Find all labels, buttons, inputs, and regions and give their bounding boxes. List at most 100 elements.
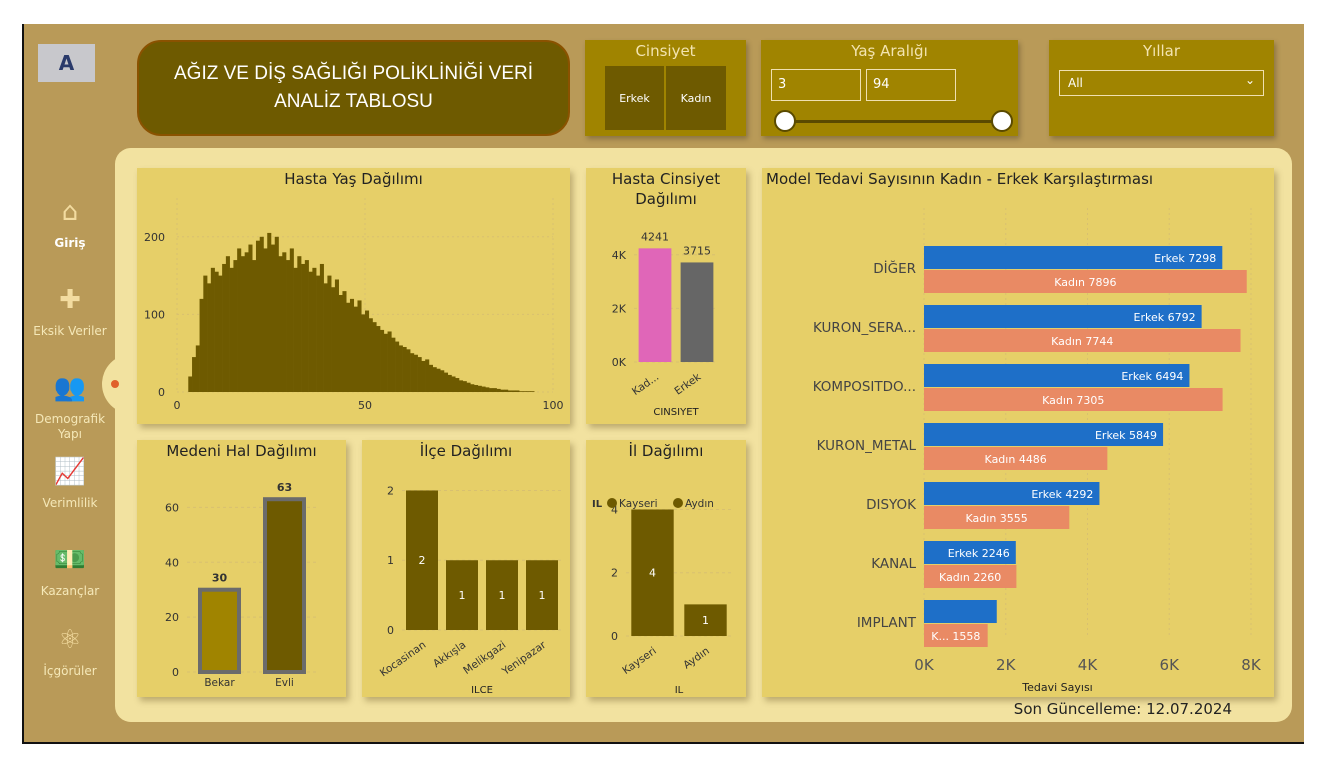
bar [406,490,438,630]
bar-erkek [924,600,997,623]
histogram-bar [485,387,490,392]
histogram-bar [218,275,223,392]
histogram-bar [402,346,407,392]
gender-kadin-button[interactable]: Kadın [666,66,726,130]
x-axis-label: Tedavi Sayısı [1021,681,1092,694]
home-icon: ⌂ [61,197,79,227]
histogram-bar [331,287,336,392]
histogram-bar [195,345,200,392]
x-tick-label: 2K [996,656,1017,674]
x-tick-label: 6K [1160,656,1181,674]
sidebar-item-3[interactable]: 📈 Verimlilik [24,456,116,511]
histogram-bar [413,354,418,392]
data-label: 63 [277,481,292,494]
y-tick-label: 60 [165,501,179,514]
histogram-bar [263,248,268,392]
logo-mark: A [58,51,75,75]
age-slider-min-handle[interactable] [774,110,796,132]
histogram-bar [353,306,358,392]
age-max-input[interactable]: 94 [866,69,956,101]
gender-slicer-title: Cinsiyet [635,42,696,60]
y-tick-label: 0 [172,666,179,679]
histogram-bar [391,337,396,392]
bar-erkek [924,541,1016,564]
histogram-bar [225,256,230,392]
y-tick-label: 40 [165,556,179,569]
gender-slicer: Cinsiyet Erkek Kadın [585,40,746,136]
dashboard: A AĞIZ VE DİŞ SAĞLIĞI POLİKLİNİĞİ VERİ A… [22,24,1304,744]
histogram-bar [233,260,238,392]
money-icon: 💵 [53,545,87,575]
histogram-bar [319,263,324,392]
bar-kadın [924,447,1108,470]
years-slicer: Yıllar All ⌄ [1049,40,1274,136]
histogram-bar [252,260,257,392]
histogram-bar [447,374,452,392]
histogram-bar [398,345,403,392]
histogram-bar [466,382,471,392]
histogram-bar [278,256,283,392]
histogram-bar [255,240,261,392]
bar [684,604,727,636]
sidebar-item-label: Eksik Veriler [33,323,107,338]
histogram-bar [451,376,456,392]
sidebar-item-5[interactable]: ⚛ İçgörüler [24,624,116,679]
histogram-bar [312,267,317,392]
histogram-bar [240,256,245,392]
histogram-bar [293,267,298,392]
x-axis-label: ILCE [471,685,493,696]
legend-marker [673,498,683,508]
bar-erkek [924,246,1223,269]
legend-item: Aydın [685,498,714,510]
sidebar-item-1[interactable]: ✚ Eksik Veriler [24,284,116,339]
histogram-bar [304,260,309,392]
histogram-bar [338,295,343,392]
y-tick-label: 4K [612,249,627,262]
bar [486,560,518,630]
histogram-bar [526,391,531,392]
bar [638,248,672,362]
x-tick-label: Erkek [672,370,704,397]
sidebar-item-label: Verimlilik [42,495,98,510]
chart-title: İlçe Dağılımı [419,442,513,460]
gender-erkek-button[interactable]: Erkek [605,66,665,130]
chart-title: Medeni Hal Dağılımı [166,442,317,460]
age-slider-max-handle[interactable] [991,110,1013,132]
marital-status-card: Medeni Hal Dağılımı 0 20 40 60 30 Bekar 63 Evli [137,440,346,697]
data-label: Erkek 4292 [1031,488,1093,501]
age-min-input[interactable]: 3 [771,69,861,101]
category-label: IMPLANT [857,615,917,631]
y-tick-label: 2K [612,302,627,315]
histogram-bar [387,331,392,392]
data-label: Kadın 4486 [985,453,1047,466]
y-tick-label: 4 [611,503,618,516]
years-dropdown[interactable]: All ⌄ [1059,70,1264,96]
sidebar-item-4[interactable]: 💵 Kazançlar [24,544,116,599]
histogram-bar [342,291,347,392]
data-label: K... 1558 [931,630,980,643]
last-update-text: Son Güncelleme: 12.07.2024 [1013,700,1232,718]
histogram-bar [357,300,362,392]
x-tick-label: Bekar [204,677,235,689]
province-card: İl Dağılımı 0 2 4 4 Kayseri 1 Aydın IL IL Kayseri A… [586,440,746,697]
histogram-bar [440,370,445,392]
histogram-bar [421,360,426,392]
x-tick-label: 50 [358,399,372,412]
histogram-bar [492,388,497,392]
bar-erkek [924,482,1100,505]
sidebar-item-2[interactable]: 👥 Demografik Yapı [24,372,116,443]
histogram-bar [361,314,366,392]
dashboard-title: AĞIZ VE DİŞ SAĞLIĞI POLİKLİNİĞİ VERİ ANA… [137,40,570,136]
x-tick-label: Evli [275,677,294,689]
histogram-bar [519,391,524,392]
histogram-bar [372,322,377,392]
x-axis-label: IL [675,685,684,696]
histogram-bar [417,357,422,392]
category-label: KANAL [871,556,916,572]
legend-item: Kayseri [619,498,658,510]
data-label: Kadın 7744 [1051,335,1113,348]
age-slider-track[interactable] [785,120,1001,123]
sidebar-item-0[interactable]: ⌂ Giriş [24,196,116,251]
data-label: 4 [649,567,656,580]
y-tick-label: 100 [144,308,165,321]
